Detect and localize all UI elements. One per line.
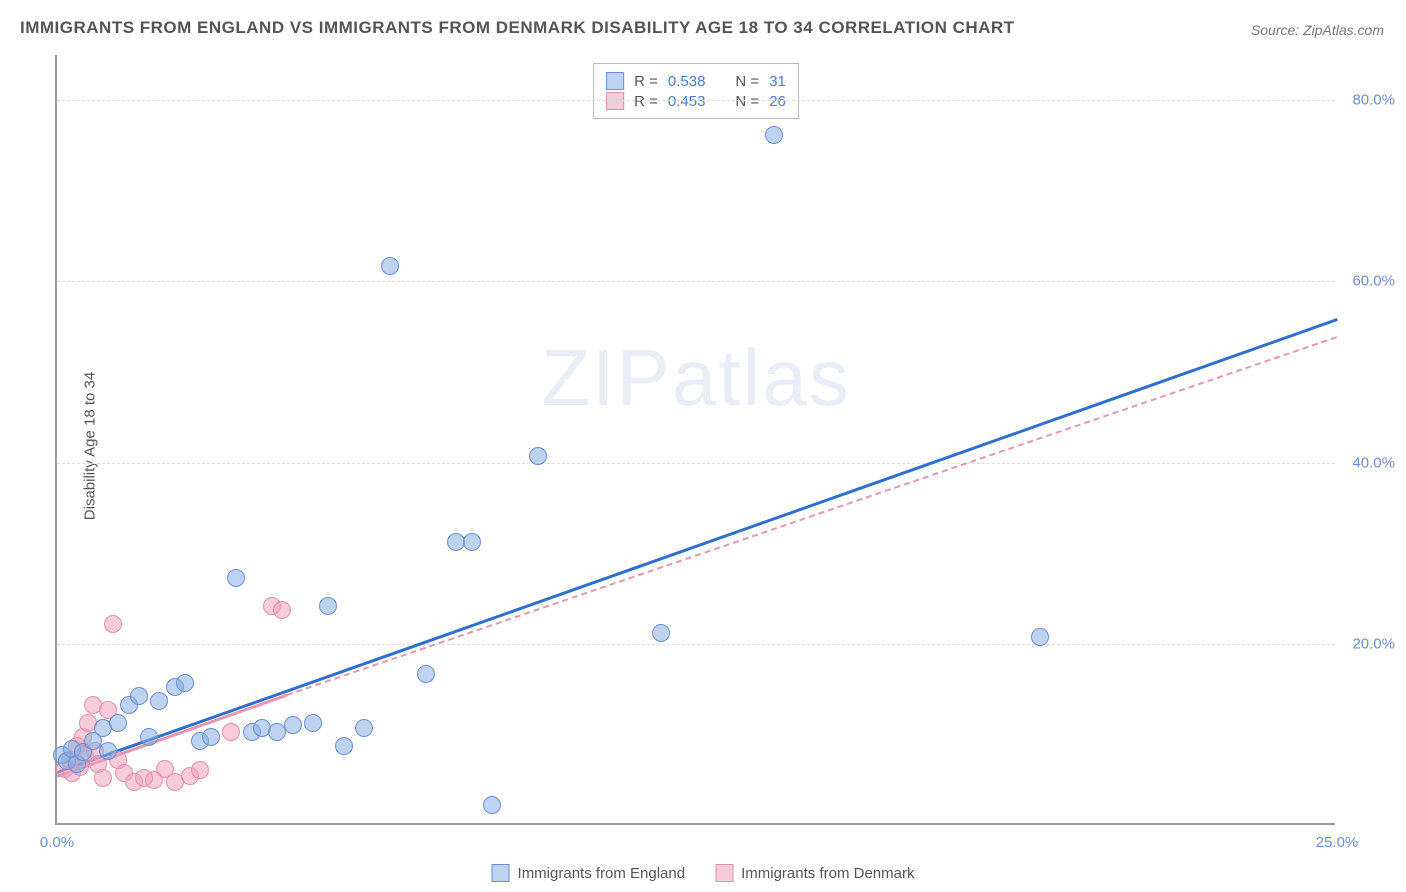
chart-container: IMMIGRANTS FROM ENGLAND VS IMMIGRANTS FR…: [0, 0, 1406, 892]
grid-line: [57, 463, 1335, 464]
x-tick-label: 25.0%: [1316, 834, 1359, 851]
scatter-point: [417, 665, 435, 683]
x-tick-label: 0.0%: [40, 834, 74, 851]
scatter-point: [319, 597, 337, 615]
y-tick-label: 60.0%: [1352, 273, 1395, 290]
chart-title: IMMIGRANTS FROM ENGLAND VS IMMIGRANTS FR…: [20, 18, 1015, 38]
source-attribution: Source: ZipAtlas.com: [1251, 22, 1384, 38]
watermark: ZIPatlas: [541, 332, 850, 424]
scatter-point: [335, 737, 353, 755]
legend-stats-row-england: R = 0.538 N = 31: [606, 72, 786, 90]
scatter-point: [652, 624, 670, 642]
y-tick-label: 40.0%: [1352, 454, 1395, 471]
scatter-point: [130, 687, 148, 705]
scatter-point: [355, 719, 373, 737]
scatter-point: [176, 674, 194, 692]
scatter-point: [202, 728, 220, 746]
scatter-point: [273, 601, 291, 619]
scatter-point: [304, 714, 322, 732]
scatter-point: [150, 692, 168, 710]
legend-item-england: Immigrants from England: [492, 864, 686, 882]
legend-swatch-denmark-bottom: [715, 864, 733, 882]
scatter-point: [104, 615, 122, 633]
scatter-point: [1031, 628, 1049, 646]
grid-line: [57, 100, 1335, 101]
legend-label-denmark: Immigrants from Denmark: [741, 865, 914, 882]
legend-label-england: Immigrants from England: [518, 865, 686, 882]
scatter-point: [463, 533, 481, 551]
grid-line: [57, 281, 1335, 282]
scatter-point: [99, 742, 117, 760]
trend-line: [57, 318, 1338, 773]
scatter-point: [284, 716, 302, 734]
y-tick-label: 80.0%: [1352, 92, 1395, 109]
trend-line: [287, 336, 1337, 696]
plot-area: ZIPatlas R = 0.538 N = 31 R = 0.453 N = …: [55, 55, 1335, 825]
scatter-point: [222, 723, 240, 741]
legend-swatch-england: [606, 72, 624, 90]
scatter-point: [381, 257, 399, 275]
scatter-point: [94, 769, 112, 787]
legend-stats: R = 0.538 N = 31 R = 0.453 N = 26: [593, 63, 799, 119]
legend-bottom: Immigrants from England Immigrants from …: [492, 864, 915, 882]
scatter-point: [227, 569, 245, 587]
scatter-point: [140, 728, 158, 746]
scatter-point: [529, 447, 547, 465]
scatter-point: [191, 761, 209, 779]
legend-swatch-england-bottom: [492, 864, 510, 882]
scatter-point: [109, 714, 127, 732]
scatter-point: [765, 126, 783, 144]
grid-line: [57, 644, 1335, 645]
legend-item-denmark: Immigrants from Denmark: [715, 864, 914, 882]
y-tick-label: 20.0%: [1352, 635, 1395, 652]
scatter-point: [483, 796, 501, 814]
